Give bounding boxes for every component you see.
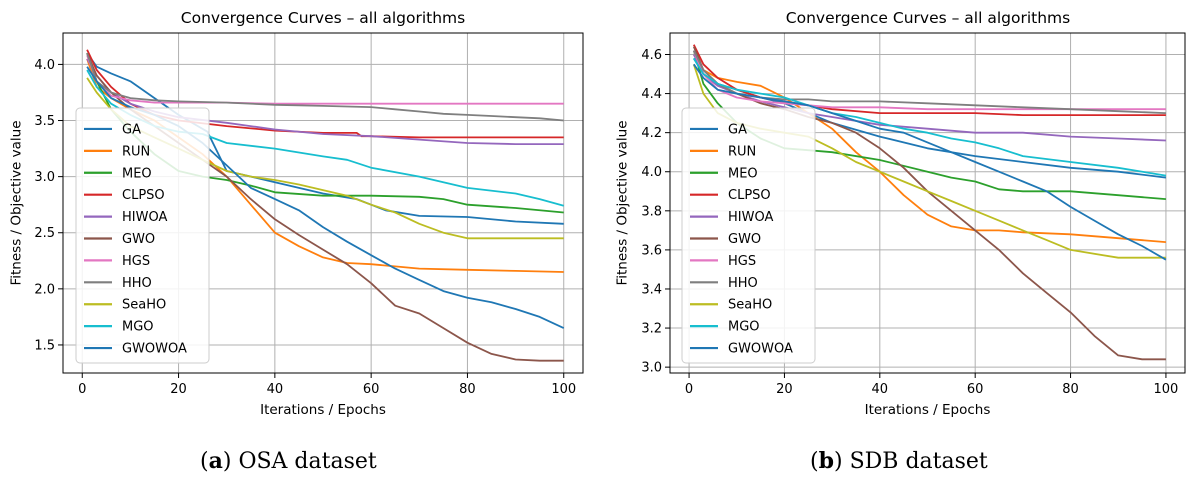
plot-frame — [62, 32, 584, 374]
chart-title: Convergence Curves – all algorithms — [181, 9, 465, 27]
x-tick-label: 60 — [967, 382, 984, 397]
legend-label: GWOWOA — [728, 342, 793, 357]
legend-label: MGO — [728, 320, 760, 335]
legend-label: MEO — [122, 166, 152, 181]
legend-label: HHO — [122, 276, 152, 291]
y-tick-label: 2.5 — [34, 226, 55, 241]
x-tick-label: 80 — [459, 382, 476, 397]
legend-label: GWO — [122, 232, 155, 247]
x-tick-label: 0 — [685, 382, 693, 397]
x-tick-label: 100 — [1154, 382, 1179, 397]
x-tick-label: 100 — [551, 382, 576, 397]
x-axis-label: Iterations / Epochs — [865, 402, 991, 418]
legend-label: GA — [728, 122, 747, 137]
x-tick-label: 60 — [363, 382, 380, 397]
legend-label: GWO — [728, 232, 761, 247]
series-line-hho — [86, 52, 564, 122]
x-tick-label: 0 — [78, 382, 86, 397]
x-tick-label: 40 — [267, 382, 284, 397]
legend-label: MGO — [122, 320, 154, 335]
caption-b-label: b — [818, 448, 834, 474]
chart-sdb: 0 20 40 60 80 100 3.0 3.2 3.4 3.6 3.8 4.0 4.2 4.4 4.6 C… — [615, 9, 1186, 418]
series-line-hiwoa — [692, 54, 1166, 142]
legend-label: HIWOA — [122, 210, 167, 225]
y-tick-label: 1.5 — [34, 338, 55, 353]
y-tick-label: 4.4 — [641, 87, 662, 102]
y-tick-label: 3.6 — [641, 243, 662, 258]
series-line-gwowoa — [693, 63, 1167, 261]
legend-label: SeaHO — [728, 298, 772, 313]
series-line-mgo — [693, 57, 1167, 177]
legend: GA RUN MEO CLPSO HIWOA GWO HGS HHO SeaHO MGO GWOWO… — [75, 107, 210, 364]
legend-label: CLPSO — [122, 188, 165, 203]
caption-b: (b) SDB dataset — [810, 448, 988, 474]
legend-label: MEO — [728, 166, 758, 181]
y-tick-label: 4.2 — [641, 126, 662, 141]
series-line-ga — [86, 52, 564, 225]
y-tick-label: 4.0 — [34, 58, 55, 73]
x-tick-label: 80 — [1062, 382, 1079, 397]
y-axis-label: Fitness / Objective value — [9, 120, 25, 285]
y-tick-label: 2.0 — [34, 282, 55, 297]
chart-osa: 0 20 40 60 80 100 1.5 2.0 2.5 3.0 3.5 4.0 Convergenc… — [9, 9, 584, 418]
x-tick-label: 20 — [776, 382, 793, 397]
caption-a: (a) OSA dataset — [200, 448, 377, 474]
y-tick-label: 3.4 — [641, 282, 662, 297]
legend-label: HHO — [728, 276, 758, 291]
series-line-clpso — [692, 44, 1166, 116]
y-tick-label: 3.0 — [34, 170, 55, 185]
series-line-gwo — [692, 46, 1166, 361]
series-line-hho — [692, 50, 1166, 114]
legend-label: HIWOA — [728, 210, 773, 225]
x-axis-label: Iterations / Epochs — [260, 402, 386, 418]
caption-b-text: SDB dataset — [842, 449, 988, 474]
caption-a-label: a — [208, 448, 223, 474]
series-lines — [692, 44, 1167, 361]
legend-label: RUN — [122, 144, 150, 159]
plot-frame — [669, 32, 1186, 374]
legend-label: GA — [122, 122, 141, 137]
legend-label: GWOWOA — [122, 342, 187, 357]
y-tick-label: 4.0 — [641, 165, 662, 180]
legend-label: HGS — [728, 254, 756, 269]
legend: GA RUN MEO CLPSO HIWOA GWO HGS HHO SeaHO MGO GWOWO… — [681, 107, 816, 364]
legend-label: SeaHO — [122, 298, 166, 313]
y-tick-label: 3.0 — [641, 361, 662, 376]
x-tick-label: 20 — [170, 382, 187, 397]
y-tick-label: 3.8 — [641, 204, 662, 219]
y-tick-label: 3.5 — [34, 114, 55, 129]
legend-label: HGS — [122, 254, 150, 269]
y-tick-label: 3.2 — [641, 322, 662, 337]
x-tick-label: 40 — [872, 382, 889, 397]
y-axis-label: Fitness / Objective value — [615, 120, 631, 285]
caption-a-text: OSA dataset — [231, 449, 377, 474]
legend-label: RUN — [728, 144, 756, 159]
chart-title: Convergence Curves – all algorithms — [786, 9, 1070, 27]
legend-label: CLPSO — [728, 188, 771, 203]
y-tick-label: 4.6 — [641, 48, 662, 63]
